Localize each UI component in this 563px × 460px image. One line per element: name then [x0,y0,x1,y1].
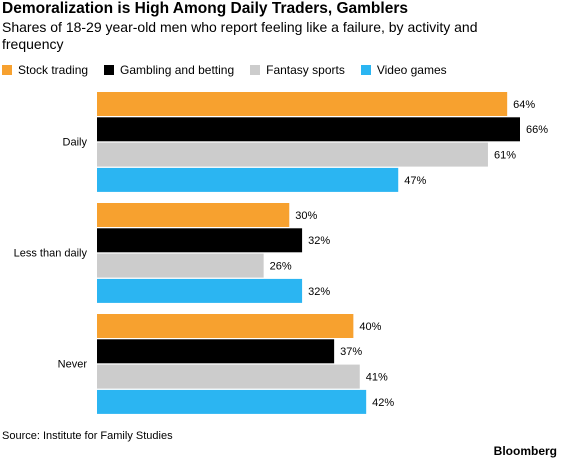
legend-item: Gambling and betting [104,63,234,77]
value-label: 41% [366,372,388,384]
bar [97,203,290,227]
value-label: 26% [270,261,292,273]
bar [97,278,303,303]
legend-swatch [360,65,371,75]
legend-label: Fantasy sports [266,63,345,77]
value-label: 66% [526,124,548,136]
category-label: Daily [63,137,88,149]
category-label: Less than daily [14,248,88,260]
brand: Bloomberg [493,444,557,458]
value-label: 42% [372,397,394,409]
bar [97,389,367,414]
legend-swatch [104,65,115,75]
bar [97,167,399,192]
source: Source: Institute for Family Studies [2,430,173,442]
value-label: 37% [340,346,362,358]
bar [97,117,520,142]
value-label: 64% [513,99,535,111]
bar [97,339,335,364]
legend-label: Stock trading [18,63,89,77]
value-label: 32% [308,235,330,247]
chart-subtitle: Shares of 18-29 year-old men who report … [2,19,478,52]
legend-item: Stock trading [2,63,88,77]
legend-label: Video games [376,63,447,77]
bar [97,253,264,278]
bar [97,364,360,389]
legend: Stock trading Gambling and betting Fantasy… [2,63,463,77]
legend-swatch [2,65,12,75]
value-label: 40% [359,321,381,333]
bar [97,142,488,167]
legend-swatch [250,65,261,75]
chart-title: Demoralization is High Among Daily Trade… [2,0,408,17]
value-label: 61% [494,150,516,162]
bar [97,314,354,338]
category-label: Never [58,359,88,371]
value-label: 30% [295,210,317,222]
value-label: 47% [404,175,426,187]
bar [97,228,303,253]
bar [97,92,508,116]
legend-label: Gambling and betting [120,63,235,77]
legend-item: Fantasy sports [250,63,345,77]
legend-item: Video games [360,63,447,77]
value-label: 32% [308,286,330,298]
